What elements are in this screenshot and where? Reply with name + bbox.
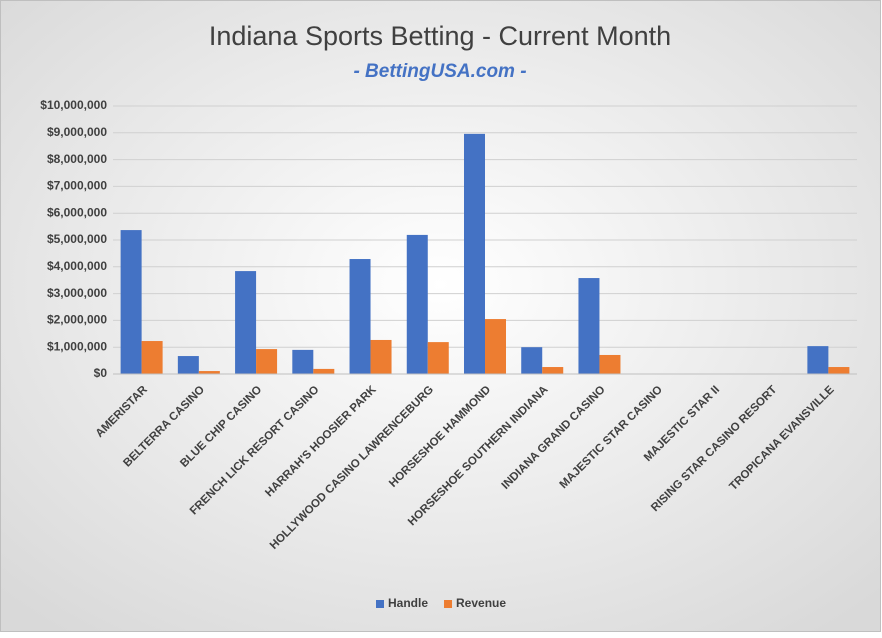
bar <box>370 339 392 374</box>
bar <box>198 371 220 374</box>
bar <box>599 354 621 374</box>
y-tick-label: $4,000,000 <box>47 259 107 273</box>
legend-swatch <box>444 600 453 608</box>
bar <box>141 341 163 374</box>
bar <box>120 230 142 374</box>
chart-subtitle: - BettingUSA.com - <box>353 61 526 82</box>
y-tick-label: $7,000,000 <box>47 179 107 193</box>
bar <box>349 259 371 374</box>
bar <box>235 271 257 374</box>
bar <box>578 278 600 374</box>
bar <box>313 368 335 374</box>
y-tick-label: $0 <box>94 366 108 380</box>
bar <box>256 349 278 374</box>
y-tick-label: $8,000,000 <box>47 152 107 166</box>
bar <box>292 349 314 374</box>
bar <box>427 342 449 374</box>
bar <box>177 356 199 374</box>
y-tick-label: $1,000,000 <box>47 339 107 353</box>
legend-label: Handle <box>388 596 428 610</box>
bar <box>485 319 506 374</box>
legend-label: Revenue <box>456 596 506 610</box>
y-tick-label: $10,000,000 <box>40 98 107 112</box>
bar <box>828 367 850 374</box>
legend-swatch <box>376 600 384 608</box>
y-tick-label: $9,000,000 <box>47 125 107 139</box>
y-tick-label: $3,000,000 <box>47 286 107 300</box>
y-tick-label: $2,000,000 <box>47 313 107 327</box>
bar <box>807 346 829 374</box>
bar <box>464 133 485 374</box>
y-tick-label: $5,000,000 <box>47 232 107 246</box>
bar <box>542 367 564 374</box>
y-tick-label: $6,000,000 <box>47 205 107 219</box>
bar <box>521 347 543 374</box>
bar <box>406 234 428 374</box>
chart-title: Indiana Sports Betting - Current Month <box>209 21 671 51</box>
